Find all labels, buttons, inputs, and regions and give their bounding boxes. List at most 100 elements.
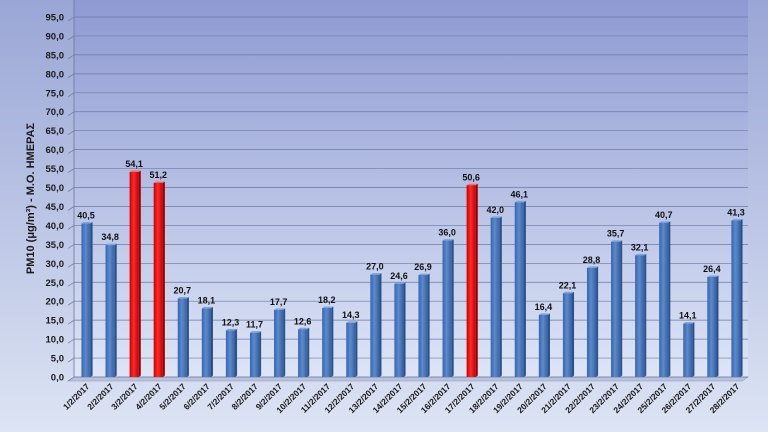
bar-front <box>370 274 380 377</box>
bar-top <box>731 218 743 221</box>
bar-side <box>499 216 502 377</box>
data-label: 14,1 <box>679 311 697 321</box>
bar-front <box>129 171 139 377</box>
gridline-depth <box>67 92 75 98</box>
bar-top <box>707 275 719 277</box>
bar <box>466 183 478 377</box>
bar-side <box>114 243 117 377</box>
bar <box>274 308 286 377</box>
gridline-depth <box>67 225 75 230</box>
y-axis-ticks: 0,0 5,0 10,0 15,0 20,0 25,0 30,0 35,0 40,0 45,0 50… <box>46 13 65 384</box>
bar-top <box>322 306 334 309</box>
bar-top <box>105 243 117 246</box>
data-label: 16,4 <box>535 302 553 312</box>
bar <box>177 297 189 377</box>
bar <box>105 243 117 377</box>
y-tick-label: 90,0 <box>46 31 65 42</box>
y-tick-label: 55,0 <box>46 164 65 175</box>
y-tick-label: 60,0 <box>46 145 65 156</box>
data-label: 11,7 <box>246 320 263 330</box>
data-label: 42,0 <box>486 205 504 215</box>
bar-top <box>418 273 430 276</box>
bar <box>490 216 502 377</box>
data-label: 12,3 <box>222 317 240 327</box>
bar <box>394 282 406 377</box>
gridline-depth <box>67 281 75 287</box>
bar-side <box>596 266 599 377</box>
bar <box>683 322 695 377</box>
data-label: 17,7 <box>270 297 288 307</box>
bar-front <box>105 245 115 377</box>
gridline-depth <box>67 111 75 117</box>
gridline-depth <box>67 35 75 41</box>
bar-side <box>186 297 189 377</box>
bar <box>225 328 238 377</box>
bar <box>249 331 262 377</box>
bar-side <box>138 170 141 377</box>
gridline-depth <box>67 149 75 154</box>
data-label: 26,4 <box>703 264 721 274</box>
bar-front <box>298 329 308 377</box>
bar <box>586 266 599 377</box>
data-label: 18,2 <box>318 295 336 305</box>
bar-front <box>225 330 236 377</box>
bar-front <box>442 240 452 377</box>
y-tick-label: 15,0 <box>46 316 65 327</box>
y-tick-label: 75,0 <box>46 88 65 99</box>
gridline-depth <box>67 130 75 135</box>
bar <box>346 321 358 377</box>
y-tick-label: 85,0 <box>46 50 65 61</box>
bar-top <box>274 308 286 310</box>
bar <box>635 253 647 377</box>
bar-front <box>635 255 645 377</box>
bar-front <box>586 267 597 377</box>
data-label: 27,0 <box>366 262 384 272</box>
bar-front <box>659 222 669 377</box>
bar-top <box>177 297 189 299</box>
y-tick-label: 30,0 <box>46 259 65 270</box>
bar <box>538 313 550 377</box>
bar <box>611 240 623 377</box>
bar <box>442 239 454 377</box>
gridline-depth <box>67 300 75 306</box>
data-label: 26,9 <box>414 262 432 272</box>
y-tick-label: 80,0 <box>46 69 65 80</box>
y-tick-label: 20,0 <box>46 297 65 308</box>
bar-side <box>210 306 213 377</box>
bar-side <box>427 273 430 377</box>
bar-side <box>355 321 358 377</box>
gridline-depth <box>67 206 75 211</box>
bar <box>153 181 165 377</box>
bar-side <box>283 308 286 377</box>
bar-side <box>307 327 310 377</box>
bar-side <box>547 313 550 377</box>
data-label: 50,6 <box>462 172 480 182</box>
bar-side <box>379 273 382 377</box>
gridline-depth <box>67 187 75 192</box>
bar-top <box>129 170 141 172</box>
bar-front <box>81 223 91 377</box>
bar-front <box>707 276 717 377</box>
data-label: 34,8 <box>101 232 119 242</box>
bar-top <box>562 291 575 294</box>
bar-side <box>259 331 262 377</box>
y-tick-label: 0,0 <box>51 373 64 384</box>
data-label: 51,2 <box>149 170 167 180</box>
gridline-depth <box>67 319 75 325</box>
bar-side <box>668 221 671 377</box>
bar-front <box>274 309 284 377</box>
bar-side <box>620 240 623 377</box>
bar <box>201 306 213 377</box>
bar-front <box>683 323 693 377</box>
y-tick-label: 40,0 <box>46 221 65 232</box>
bar-front <box>201 308 211 377</box>
data-label: 14,3 <box>342 310 360 320</box>
bar-side <box>451 239 454 377</box>
y-tick-label: 35,0 <box>46 240 65 251</box>
y-tick-label: 95,0 <box>46 13 65 24</box>
bar-side <box>692 322 695 377</box>
data-label: 18,1 <box>198 295 216 305</box>
data-label: 20,7 <box>174 286 192 296</box>
bar-front <box>177 298 187 377</box>
